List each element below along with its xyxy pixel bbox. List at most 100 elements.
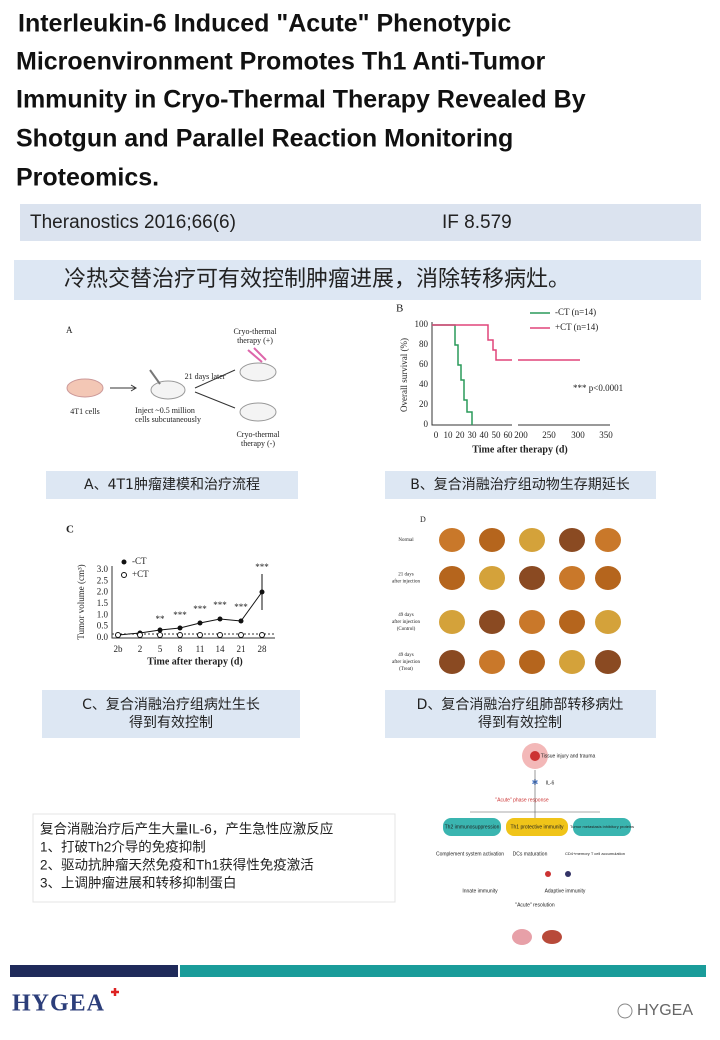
significance: *** [173, 610, 187, 620]
arrow-head [130, 384, 137, 392]
y-tick-label: 1.5 [97, 598, 109, 608]
probe [247, 347, 267, 363]
treated-label: Cryo-thermal [233, 327, 277, 336]
inject-label: cells subcutaneously [135, 415, 201, 424]
point-plus [177, 632, 183, 638]
lung-photo [595, 610, 621, 634]
significance: *** [213, 600, 227, 610]
arrow [194, 391, 236, 409]
x-tick-label: 2 [138, 644, 143, 654]
wechat-icon [617, 1003, 633, 1019]
x-tick-label: 28 [258, 644, 268, 654]
point-minus [157, 627, 163, 633]
caption: C、复合消融治疗组病灶生长 [82, 696, 260, 713]
inject-label: Inject ~0.5 million [135, 406, 195, 415]
y-tick-label: 0 [424, 419, 429, 429]
x-tick-label: 14 [216, 644, 226, 654]
mech-text: CD4+memory T cell accumulation [565, 851, 625, 856]
x-tick-label: 200 [514, 430, 528, 440]
legend-entry: +CT (n=14) [555, 322, 598, 332]
caption-box [42, 690, 300, 738]
x-tick-label: 40 [480, 430, 490, 440]
point-minus [197, 620, 203, 626]
x-tick-label: 60 [504, 430, 514, 440]
y-tick-label: 100 [415, 319, 429, 329]
point-plus [197, 632, 203, 638]
significance: *** [234, 602, 248, 612]
legend-entry: -CT [132, 556, 147, 566]
lung-photo [439, 566, 465, 590]
row-label: (Control) [397, 627, 416, 632]
lung-photo [595, 566, 621, 590]
lung-photo [595, 650, 621, 674]
treated-label: therapy (+) [237, 336, 273, 345]
lung-photo [479, 650, 505, 674]
caption-box [46, 471, 298, 499]
axes [111, 566, 275, 639]
panel-d: D Normal 21 days after injection 49 days aft… [392, 515, 621, 674]
row-label: 49 days [398, 653, 413, 658]
panel-c: C Tumor volume (cm³) 3.02.5 2.01.51.0 0.50… [66, 524, 275, 667]
lung-photo [439, 650, 465, 674]
point-minus [177, 625, 183, 631]
axes [431, 322, 610, 426]
lung-icon [512, 929, 532, 945]
note: 2、驱动抗肿瘤天然免疫和Th1获得性免疫激活 [40, 857, 314, 873]
box [506, 818, 568, 836]
note: 复合消融治疗后产生大量IL-6，产生急性应激反应 [40, 821, 333, 837]
x-label: Time after therapy (d) [472, 444, 567, 455]
panel-label: B [396, 303, 403, 315]
caption: B、复合消融治疗组动物生存期延长 [410, 476, 630, 493]
footer-bar [10, 965, 178, 977]
cell-icon [545, 871, 551, 877]
mech-text: Complement system activation [436, 851, 504, 857]
x-tick-label: 0 [434, 430, 439, 440]
y-label: Overall survival (%) [399, 338, 409, 412]
point-plus [137, 632, 143, 638]
significance: ** [156, 614, 166, 624]
lung-photo [519, 566, 545, 590]
lung-photo [559, 610, 585, 634]
caption: D、复合消融治疗组肺部转移病灶 [417, 696, 624, 713]
cell-icon [565, 871, 571, 877]
stat: *** p<0.0001 [573, 383, 623, 393]
caption: 得到有效控制 [129, 714, 213, 731]
x-tick-label: 350 [599, 430, 613, 440]
arrow [194, 369, 236, 389]
y-tick-label: 2.5 [97, 575, 109, 585]
x-tick-label: 10 [444, 430, 454, 440]
mech-text: DCs maturation [513, 851, 548, 857]
account: HYGEA [637, 1002, 693, 1019]
point-plus [115, 632, 121, 638]
legend-entry: +CT [132, 569, 149, 579]
lung-photo [519, 650, 545, 674]
title-line: Immunity in Cryo-Thermal Therapy Reveale… [16, 86, 586, 114]
mech-text: Th2 immunosuppression [445, 824, 500, 830]
panel-label: A [66, 325, 73, 335]
mech-text: Tumor metastasis inhibitory proteins [570, 824, 634, 829]
journal: Theranostics 2016;66(6) [30, 212, 236, 233]
x-tick-label: 2b [114, 644, 124, 654]
mouse [239, 402, 277, 422]
later-label: 21 days later [185, 372, 226, 381]
point-plus [157, 632, 163, 638]
row-label: Normal [398, 538, 414, 543]
x-tick-label: 11 [196, 644, 205, 654]
mouse [239, 362, 277, 382]
y-tick-label: 3.0 [97, 564, 109, 574]
panel-label: C [66, 524, 74, 536]
panel-label: D [420, 515, 426, 524]
tissue-core [530, 751, 540, 761]
point-minus [259, 589, 265, 595]
lung-photo [519, 610, 545, 634]
lung-photo [595, 528, 621, 552]
logo: HYGEA [12, 991, 105, 1017]
mech-text: Th1 protective immunity [510, 824, 564, 830]
y-tick-label: 60 [419, 359, 429, 369]
row-label: (Treat) [399, 667, 413, 672]
y-tick-label: 0.0 [97, 632, 109, 642]
x-tick-label: 5 [158, 644, 163, 654]
